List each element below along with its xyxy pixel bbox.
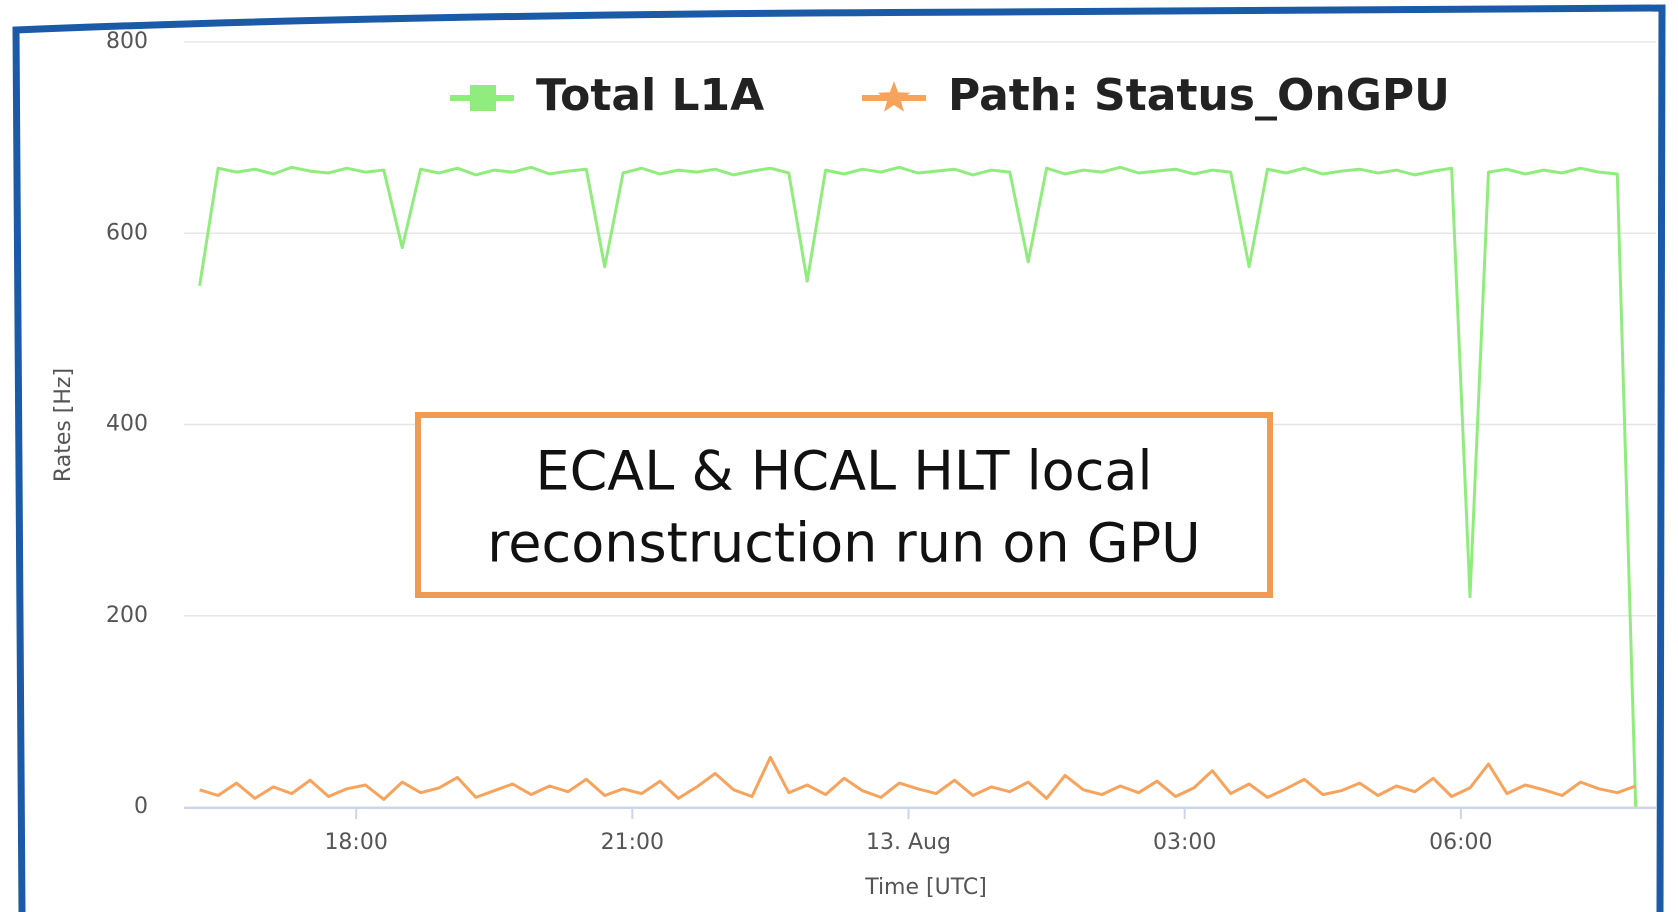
- x-tick-label: 03:00: [1153, 830, 1216, 855]
- series-line: [199, 755, 1637, 801]
- y-tick-label: 600: [106, 220, 148, 245]
- x-tick-label: 21:00: [601, 830, 664, 855]
- frame: [12, 4, 1666, 912]
- x-axis-title: Time [UTC]: [864, 875, 987, 900]
- legend-marker: [877, 81, 911, 112]
- legend-item: Path: Status_OnGPU: [862, 70, 1450, 121]
- x-tick-label: 18:00: [324, 830, 387, 855]
- legend-label: Path: Status_OnGPU: [948, 70, 1450, 121]
- y-tick-label: 0: [134, 794, 148, 819]
- x-tick-label: 06:00: [1429, 830, 1492, 855]
- legend-label: Total L1A: [536, 70, 764, 121]
- legend-marker: [470, 85, 496, 111]
- y-tick-label: 800: [106, 29, 148, 54]
- y-tick-label: 400: [106, 412, 148, 437]
- series-line: [198, 165, 1638, 808]
- x-tick-label: 13. Aug: [866, 830, 951, 855]
- y-tick-label: 200: [106, 603, 148, 628]
- annotation-box: [415, 412, 1273, 598]
- legend-item: Total L1A: [450, 70, 764, 121]
- y-axis-title: Rates [Hz]: [51, 368, 76, 482]
- annotation-text: ECAL & HCAL HLT local: [535, 440, 1152, 503]
- annotation-text: reconstruction run on GPU: [487, 512, 1200, 575]
